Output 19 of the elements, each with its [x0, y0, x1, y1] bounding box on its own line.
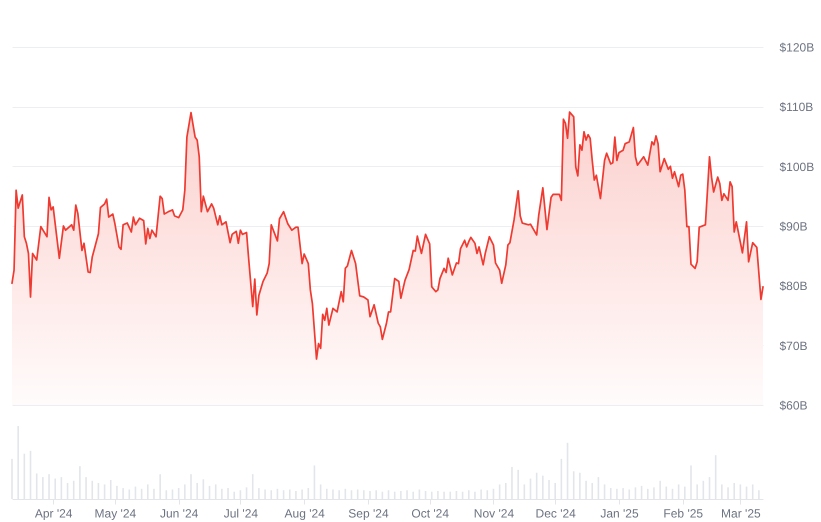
- x-tick-label: Jun '24: [160, 506, 199, 520]
- x-tick-label: May '24: [94, 506, 137, 520]
- x-tick-label: Apr '24: [34, 506, 73, 520]
- x-tick-label: Dec '24: [536, 506, 576, 520]
- y-tick-label: $100B: [780, 160, 814, 174]
- x-tick-label: Mar '25: [721, 506, 762, 520]
- x-tick-label: Feb '25: [663, 506, 704, 520]
- y-tick-label: $120B: [780, 40, 814, 54]
- y-tick-label: $80B: [780, 279, 808, 294]
- x-tick-label: Jul '24: [224, 506, 258, 520]
- x-tick-label: Oct '24: [411, 506, 450, 520]
- x-tick-label: Sep '24: [348, 506, 389, 520]
- x-tick-label: Aug '24: [284, 506, 326, 520]
- x-tick-label: Nov '24: [474, 506, 514, 520]
- x-tick-label: Jan '25: [600, 506, 639, 520]
- y-tick-label: $90B: [780, 220, 808, 234]
- y-tick-label: $70B: [780, 338, 808, 353]
- y-tick-label: $60B: [780, 398, 808, 412]
- y-tick-label: $110B: [780, 100, 814, 114]
